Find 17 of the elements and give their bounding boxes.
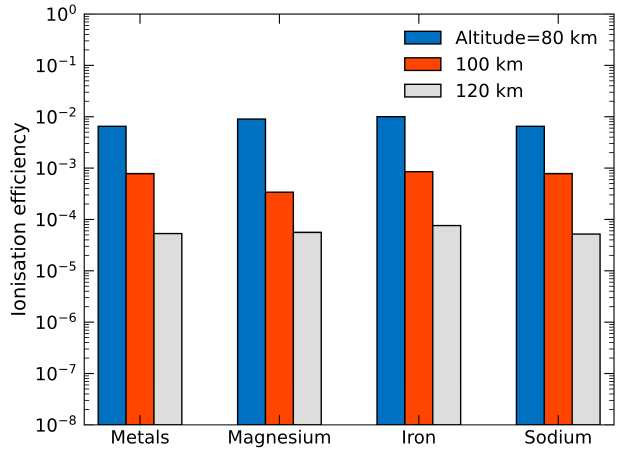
x-tick-label: Sodium [525,430,591,444]
y-tick-label: 10$^{−1}$ [36,56,76,72]
x-tick-label: Iron [403,430,435,444]
y-tick-label: 10$^{0}$ [48,4,76,21]
y-tick-label: 10$^{−3}$ [36,158,76,176]
y-tick-label: 10$^{−8}$ [36,415,76,432]
y-tick-label: 10$^{−2}$ [36,107,76,124]
y-tick-label: 10$^{−5}$ [36,261,76,278]
y-tick-label: 10$^{−6}$ [36,312,76,330]
x-tick-label: Magnesium [229,430,330,448]
legend-label: 100 km [457,56,522,71]
y-tick-label: 10$^{−4}$ [36,210,76,226]
legend-label: Altitude=80 km [455,30,596,44]
y-tick-label: 10$^{−7}$ [36,364,76,381]
legend-label: 120 km [457,83,522,98]
x-tick-label: Metals [112,430,169,444]
y-axis-title: Ionisation efficiency [10,122,30,315]
